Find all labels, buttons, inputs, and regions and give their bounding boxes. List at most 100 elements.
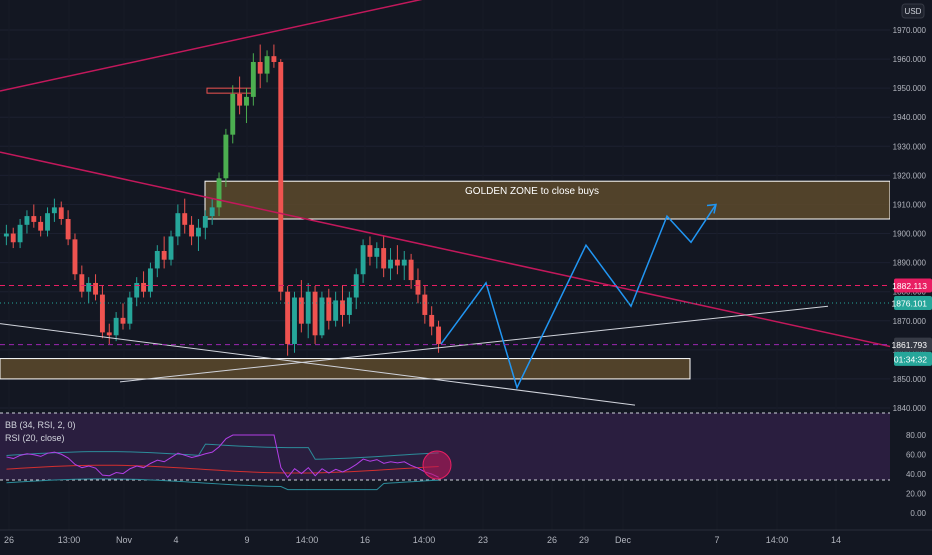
candle-body: [422, 294, 428, 315]
rsi-tick-label: 60.00: [906, 451, 927, 460]
candle-body: [312, 291, 318, 336]
candle-body: [340, 300, 345, 315]
candle-body: [305, 291, 311, 324]
time-tick-label: 26: [4, 535, 14, 545]
time-axis[interactable]: 26 13:00 Nov 4 9 14:00 16 14:00 23 26 29 Dec 7 14:00 1…: [0, 529, 932, 550]
candle-body: [45, 213, 50, 231]
candle-body: [285, 291, 291, 345]
candle-body: [326, 297, 332, 321]
candle-body: [113, 317, 119, 336]
price-tick-label: 1910.000: [893, 200, 927, 209]
bb-lower-line: [6, 478, 439, 491]
time-tick-label: 14:00: [413, 535, 436, 545]
candle-body: [141, 282, 147, 292]
time-tick-label: 9: [244, 535, 249, 545]
price-label-bg: [894, 296, 932, 311]
price-tick-label: 1920.000: [893, 171, 927, 180]
guide-lines: [0, 285, 890, 346]
candle-body: [216, 178, 222, 208]
candle-body: [189, 224, 195, 237]
candle-body: [154, 250, 160, 269]
rsi-pane: BB (34, RSI, 2, 0) RSI (20, close): [0, 412, 890, 491]
bb-indicator-label[interactable]: BB (34, RSI, 2, 0): [5, 420, 76, 430]
candle-body: [292, 297, 297, 345]
candle-body: [24, 216, 30, 225]
time-tick-label: Nov: [116, 535, 133, 545]
golden-zone-label: GOLDEN ZONE to close buys: [465, 186, 599, 197]
currency-badge[interactable]: [901, 3, 925, 19]
candle-body: [237, 93, 243, 106]
candle-body: [244, 96, 249, 106]
rsi-indicator-label[interactable]: RSI (20, close): [5, 433, 65, 443]
time-tick-label: 4: [173, 535, 178, 545]
candle-body: [264, 56, 270, 74]
candle-body: [353, 274, 359, 298]
candle-body: [79, 274, 85, 292]
candle-body: [278, 61, 284, 292]
candle-body: [415, 280, 421, 295]
rsi-tick-label: 0.00: [910, 509, 926, 518]
price-tick-label: 1890.000: [893, 259, 927, 268]
trend-line: [0, 323, 636, 406]
candle-body: [168, 236, 174, 260]
price-label-text: 1882.113: [892, 281, 927, 291]
time-tick-label: 23: [478, 535, 488, 545]
candle-body: [223, 134, 229, 179]
price-tick-label: 1900.000: [893, 230, 927, 239]
time-tick-label: 14:00: [296, 535, 319, 545]
price-axis[interactable]: USD 1840.0001850.0001860.0001870.0001880…: [890, 0, 932, 530]
candle-body: [99, 294, 105, 333]
price-label-bg: [894, 337, 932, 352]
candle-body: [381, 248, 387, 269]
rsi-tick-label: 80.00: [906, 431, 927, 440]
candle-body: [127, 297, 133, 324]
candle-body: [134, 282, 140, 298]
price-tick-label: 1940.000: [893, 113, 927, 122]
candle-body: [298, 297, 304, 324]
rsi-tick-label: 20.00: [906, 490, 927, 499]
price-labels: 1882.113 1876.101 1861.793 01:34:32: [892, 278, 932, 366]
price-tick-label: 1840.000: [893, 404, 927, 413]
candle-body: [401, 259, 407, 266]
time-tick-label: 13:00: [58, 535, 81, 545]
trend-line: [0, 0, 423, 92]
price-axis-bg: [890, 0, 932, 530]
candle-body: [51, 207, 57, 214]
candle-body: [367, 245, 373, 257]
trend-lines: [0, 0, 932, 406]
candle-body: [333, 300, 339, 321]
time-tick-label: 26: [547, 535, 557, 545]
rsi-tick-label: 40.00: [906, 470, 927, 479]
candle-body: [72, 239, 78, 275]
candle-body: [360, 245, 366, 275]
time-tick-label: 7: [714, 535, 719, 545]
candle-body: [374, 248, 380, 257]
bb-upper-line: [6, 443, 439, 460]
candle-body: [93, 282, 98, 295]
price-tick-label: 1970.000: [893, 26, 927, 35]
candle-body: [408, 259, 414, 281]
zones: [0, 87, 891, 380]
price-label-text: 01:34:32: [894, 354, 927, 364]
candle-body: [58, 207, 64, 219]
candle-body: [257, 61, 263, 74]
time-tick-label: Dec: [615, 535, 632, 545]
candle-body: [38, 221, 44, 231]
time-axis-bg: [0, 530, 932, 550]
trend-line: [0, 151, 932, 357]
candle-body: [161, 250, 167, 260]
price-tick-label: 1850.000: [893, 375, 927, 384]
candle-body: [271, 56, 277, 62]
candle-body: [147, 268, 153, 292]
price-label-text: 1876.101: [892, 299, 928, 309]
candle-body: [17, 224, 23, 243]
time-tick-label: 14: [831, 535, 841, 545]
candle-body: [65, 219, 71, 240]
candle-body: [319, 297, 325, 336]
projection-line: [440, 204, 717, 390]
price-label-bg: [894, 351, 932, 366]
candle-body: [394, 259, 400, 266]
candle-body: [10, 233, 16, 243]
